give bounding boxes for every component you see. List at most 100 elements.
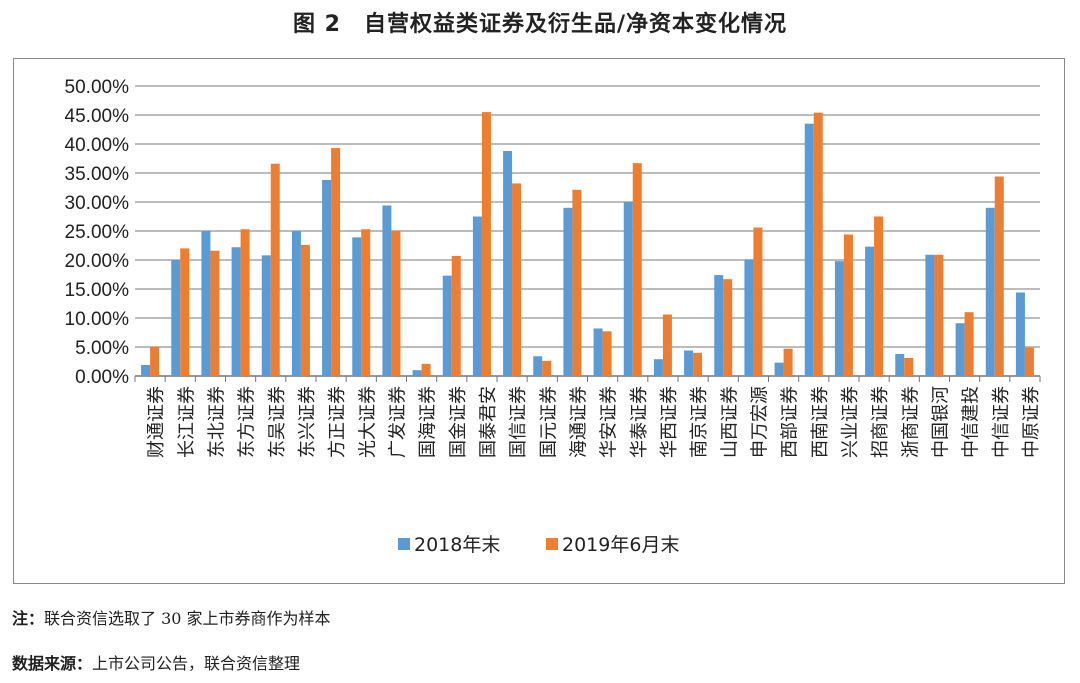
bar-2018 xyxy=(141,364,151,376)
y-tick-label: 20.00% xyxy=(65,251,130,272)
bar-2019h1 xyxy=(1024,347,1034,376)
bar-2019h1 xyxy=(874,216,884,376)
bar-2018 xyxy=(261,255,271,376)
bar-2018 xyxy=(352,237,362,376)
bar-2019h1 xyxy=(662,314,672,376)
legend-swatch xyxy=(546,538,558,550)
bar-2018 xyxy=(985,207,995,376)
y-tick-label: 10.00% xyxy=(65,309,130,330)
bar-2018 xyxy=(623,202,633,376)
y-tick-label: 40.00% xyxy=(65,135,130,156)
bar-2018 xyxy=(472,216,482,376)
x-tick-label: 招商证券 xyxy=(870,386,891,458)
bar-2018 xyxy=(442,275,452,376)
x-tick-label: 华西证券 xyxy=(659,386,680,458)
bar-2019h1 xyxy=(150,347,160,376)
bar-2018 xyxy=(744,259,754,376)
bar-2018 xyxy=(865,246,875,376)
x-tick-label: 东吴证券 xyxy=(267,386,288,458)
bar-2018 xyxy=(925,254,935,376)
x-tick-label: 西南证券 xyxy=(810,386,831,458)
bar-2019h1 xyxy=(542,360,552,376)
x-tick-label: 国海证券 xyxy=(418,386,439,458)
bar-2019h1 xyxy=(451,255,461,376)
chart-frame xyxy=(13,58,1065,584)
x-tick-label: 国泰君安 xyxy=(478,386,499,458)
x-tick-label: 海通证券 xyxy=(568,386,589,458)
bar-2019h1 xyxy=(693,352,703,376)
y-tick-label: 5.00% xyxy=(75,338,129,359)
x-tick-label: 长江证券 xyxy=(176,386,197,458)
bar-2018 xyxy=(503,150,513,376)
y-tick-label: 50.00% xyxy=(65,77,130,98)
legend-label: 2018年末 xyxy=(414,534,500,556)
bar-2018 xyxy=(291,231,301,376)
bar-2018 xyxy=(412,370,422,376)
bar-2018 xyxy=(1015,292,1025,376)
bar-2018 xyxy=(714,275,724,376)
legend-label: 2019年6月末 xyxy=(562,534,679,556)
y-tick-label: 25.00% xyxy=(65,222,130,243)
bar-2019h1 xyxy=(270,163,280,376)
bar-2019h1 xyxy=(240,229,250,376)
source: 数据来源：上市公司公告，联合资信整理 xyxy=(12,650,300,674)
x-tick-label: 国金证券 xyxy=(448,386,469,458)
legend-swatch xyxy=(398,538,410,550)
x-tick-label: 财通证券 xyxy=(146,386,167,458)
bar-2019h1 xyxy=(934,254,944,376)
bar-2018 xyxy=(201,231,211,376)
x-tick-label: 中信证券 xyxy=(991,386,1012,458)
bar-2019h1 xyxy=(210,250,220,376)
x-tick-label: 南京证券 xyxy=(689,386,710,458)
note-label: 注： xyxy=(12,609,45,628)
note: 注：联合资信选取了 30 家上市券商作为样本 xyxy=(12,605,331,629)
bar-2019h1 xyxy=(391,231,401,376)
bar-2018 xyxy=(533,356,543,376)
source-label: 数据来源： xyxy=(12,654,93,673)
bar-2018 xyxy=(563,207,573,376)
x-tick-label: 申万宏源 xyxy=(749,386,770,458)
x-tick-label: 兴业证券 xyxy=(840,386,861,458)
note-text: 联合资信选取了 30 家上市券商作为样本 xyxy=(44,609,331,628)
x-tick-label: 东北证券 xyxy=(206,386,227,458)
bar-2018 xyxy=(834,261,844,376)
bar-2019h1 xyxy=(843,234,853,376)
x-tick-label: 方正证券 xyxy=(327,386,348,458)
x-tick-label: 华安证券 xyxy=(599,386,620,458)
bar-2019h1 xyxy=(904,358,914,376)
bar-2018 xyxy=(171,260,181,376)
y-tick-label: 30.00% xyxy=(65,193,130,214)
bar-2019h1 xyxy=(481,112,491,376)
bar-2019h1 xyxy=(331,148,341,376)
y-tick-label: 0.00% xyxy=(75,367,129,388)
source-text: 上市公司公告，联合资信整理 xyxy=(92,654,301,673)
bar-2019h1 xyxy=(813,112,823,377)
bar-2019h1 xyxy=(421,363,431,376)
x-tick-label: 华泰证券 xyxy=(629,386,650,458)
bar-2018 xyxy=(895,353,905,376)
bar-2019h1 xyxy=(753,227,763,376)
y-tick-label: 45.00% xyxy=(65,106,130,127)
x-tick-label: 西部证券 xyxy=(780,386,801,458)
bar-2018 xyxy=(593,328,603,376)
bar-2019h1 xyxy=(300,244,310,376)
x-tick-label: 光大证券 xyxy=(357,386,378,458)
bar-2018 xyxy=(804,123,814,376)
bar-2019h1 xyxy=(512,183,522,376)
bar-2019h1 xyxy=(572,189,582,376)
bar-2018 xyxy=(955,323,965,376)
x-tick-label: 中原证券 xyxy=(1021,386,1042,458)
x-tick-label: 中信建投 xyxy=(961,386,982,458)
bar-2019h1 xyxy=(632,163,642,376)
bar-2019h1 xyxy=(783,348,793,376)
x-tick-label: 中国银河 xyxy=(930,386,951,458)
chart-title: 图 2 自营权益类证券及衍生品/净资本变化情况 xyxy=(292,12,787,37)
x-tick-label: 广发证券 xyxy=(387,386,408,458)
bar-2019h1 xyxy=(994,176,1004,376)
bar-chart: 0.00% 5.00% 10.00% 15.00% 20.00% 25.00% 30.00%… xyxy=(65,77,1042,556)
bar-2018 xyxy=(653,359,663,376)
x-tick-label: 山西证券 xyxy=(719,386,740,458)
x-tick-label: 国信证券 xyxy=(508,386,529,458)
bar-2018 xyxy=(382,205,392,376)
x-tick-label: 东方证券 xyxy=(237,386,258,458)
